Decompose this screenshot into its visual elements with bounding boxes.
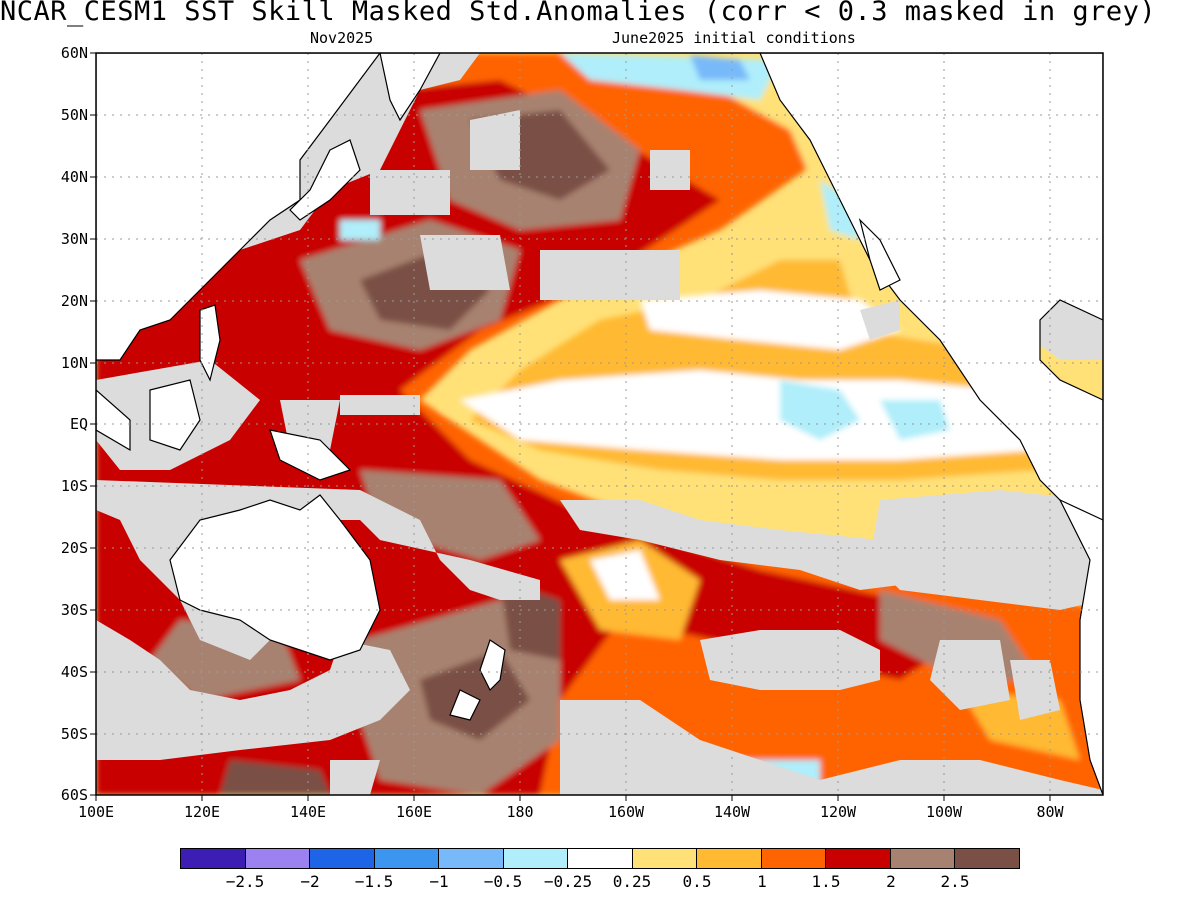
- colorbar-box: [374, 849, 440, 868]
- land-japan: [289, 139, 361, 221]
- colorbar-box: [245, 849, 311, 868]
- colorbar-label: −0.5: [483, 872, 523, 891]
- colorbar: [180, 848, 1020, 869]
- colorbar-label: 2.5: [940, 872, 970, 891]
- lon-label-160e: 160E: [395, 803, 433, 821]
- lat-label-10n: 10N: [60, 354, 88, 372]
- colorbar-label: −1.5: [354, 872, 394, 891]
- lat-label-eq: EQ: [69, 415, 88, 433]
- lat-label-40n: 40N: [60, 168, 88, 186]
- land-sumatra: [96, 389, 131, 452]
- initial-conditions: June2025 initial conditions: [612, 29, 856, 47]
- land-borneo: [149, 379, 201, 451]
- lat-label-50s: 50S: [60, 725, 88, 743]
- axis-ticks: [90, 52, 1051, 801]
- colorbar-label: 1: [757, 872, 767, 891]
- colorbar-box: [503, 849, 569, 868]
- colorbar-label: 0.25: [612, 872, 652, 891]
- colorbar-box: [761, 849, 827, 868]
- lat-label-50n: 50N: [60, 106, 88, 124]
- mask-southeast: [560, 490, 1103, 720]
- band-white: [460, 290, 1050, 600]
- colorbar-box: [826, 849, 891, 868]
- lat-label-60n: 60N: [60, 44, 88, 62]
- forecast-month: Nov2025: [310, 29, 374, 47]
- colorbar-label: −2: [300, 872, 320, 891]
- lat-label-30n: 30N: [60, 230, 88, 248]
- lon-label-100w: 100W: [925, 803, 963, 821]
- colorbar-box: [955, 849, 1019, 868]
- colorbar-label: 2: [886, 872, 896, 891]
- land-new-zealand: [449, 639, 506, 721]
- colorbar-label: −2.5: [225, 872, 265, 891]
- lat-label-20n: 20N: [60, 292, 88, 310]
- land-south-america: [1058, 498, 1103, 795]
- land-baja: [858, 218, 901, 291]
- lat-label-10s: 10S: [60, 477, 88, 495]
- band-brown-dark: [220, 110, 610, 795]
- lat-label-30s: 30S: [60, 601, 88, 619]
- colorbar-label: −0.25: [543, 872, 593, 891]
- colorbar-box: [632, 849, 698, 868]
- lon-label-160w: 160W: [607, 803, 645, 821]
- chart-title: NCAR_CESM1 SST Skill Masked Std.Anomalie…: [0, 0, 1157, 27]
- colorbar-box: [439, 849, 504, 868]
- band-blue: [360, 55, 750, 100]
- colorbar-box: [697, 849, 762, 868]
- land: [96, 53, 1103, 795]
- lat-label-40s: 40S: [60, 663, 88, 681]
- land-asia: [96, 53, 381, 361]
- colorbar-label: 1.5: [811, 872, 841, 891]
- land-philippines: [199, 304, 221, 382]
- mask-southwest-band: [96, 620, 410, 760]
- mask-central-north: [370, 110, 690, 300]
- lon-label-140e: 140E: [289, 803, 327, 821]
- land-new-guinea: [269, 429, 352, 481]
- colorbar-label: −1: [429, 872, 449, 891]
- land-kamchatka: [379, 53, 441, 122]
- lon-label-120w: 120W: [819, 803, 857, 821]
- lat-label-60s: 60S: [60, 786, 88, 804]
- lon-label-80w: 80W: [1036, 803, 1064, 821]
- lon-label-180: 180: [506, 803, 534, 821]
- band-cyan: [340, 53, 950, 795]
- lon-label-120e: 120E: [183, 803, 221, 821]
- land-australia: [169, 494, 381, 661]
- colorbar-box: [310, 849, 375, 868]
- colorbar-box: [890, 849, 956, 868]
- colorbar-box: [181, 849, 246, 868]
- lon-label-100e: 100E: [77, 803, 115, 821]
- lon-label-140w: 140W: [713, 803, 751, 821]
- band-brown-light: [150, 90, 1040, 795]
- mask-south-edge: [330, 700, 1103, 795]
- colorbar-box: [568, 849, 633, 868]
- lat-label-20s: 20S: [60, 539, 88, 557]
- colorbar-label: 0.5: [682, 872, 712, 891]
- land-north-america: [759, 53, 1103, 531]
